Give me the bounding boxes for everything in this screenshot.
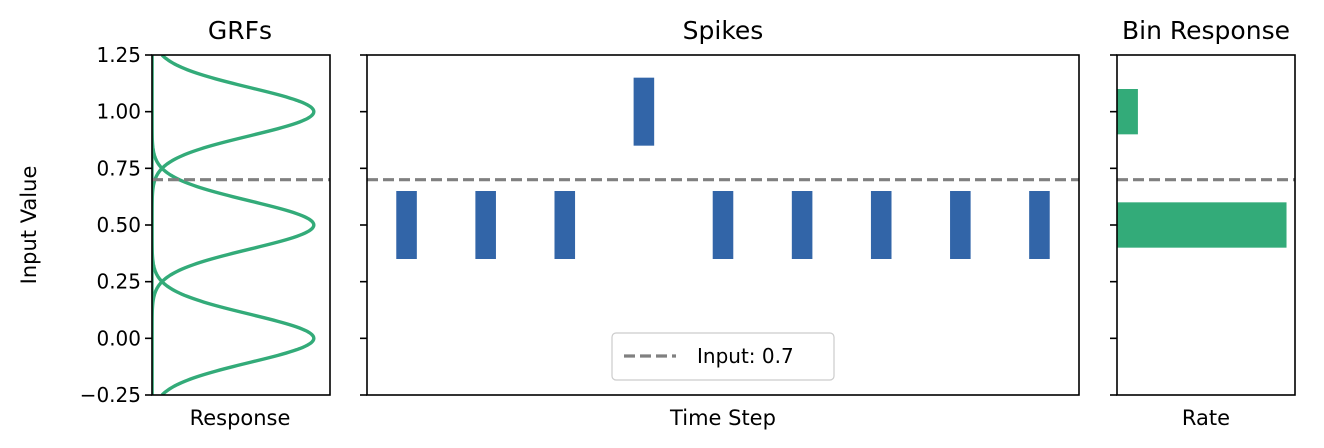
bin-response-bar: [1117, 89, 1138, 135]
spike-mark: [475, 191, 496, 259]
y-tick-label: 1.00: [96, 100, 141, 124]
spikes-legend: Input: 0.7: [611, 332, 835, 381]
spike-mark: [950, 191, 971, 259]
spike-mark: [554, 191, 576, 259]
grf-curve-1: [152, 55, 316, 395]
y-tick-label: 0.50: [96, 213, 141, 237]
y-tick-label: 1.25: [96, 43, 141, 67]
grf-curve-2: [152, 55, 316, 395]
bin-response-frame: [1116, 54, 1296, 396]
spike-mark: [1029, 191, 1050, 259]
grfs-x-axis-label: Response: [190, 406, 291, 430]
spikes-plot-area: [360, 54, 1079, 396]
grfs-plot-area: [152, 55, 330, 395]
legend-label: Input: 0.7: [697, 344, 794, 368]
y-tick-label: 0.25: [96, 270, 141, 294]
bin-response-bar: [1117, 202, 1287, 248]
spikes-frame: [366, 54, 1080, 396]
grfs-curves: [152, 55, 316, 395]
spikes-panel: Spikes Input: 0.7 Time Step: [360, 16, 1080, 430]
y-axis-label: Input Value: [17, 166, 41, 285]
spikes-x-axis-label: Time Step: [669, 406, 776, 430]
bin-response-panel: Bin Response Rate: [1110, 16, 1296, 430]
spike-mark: [870, 191, 892, 259]
spike-mark: [396, 191, 417, 259]
y-tick-label: −0.25: [80, 383, 141, 407]
y-tick-labels: −0.25 0.00 0.25 0.50 0.75 1.00 1.25: [80, 43, 152, 407]
bin-response-plot-area: [1110, 54, 1295, 396]
spike-mark: [791, 191, 813, 259]
grf-curve-0: [152, 55, 316, 395]
y-tick-label: 0.75: [96, 156, 141, 180]
bin-response-title: Bin Response: [1122, 16, 1290, 45]
spike-mark: [633, 77, 655, 146]
y-tick-label: 0.00: [96, 326, 141, 350]
legend-box: [611, 332, 835, 381]
grfs-panel: GRFs −0.25 0.00 0.25 0.50 0.75 1.00 1.25 Input…: [17, 16, 331, 430]
bin-response-x-axis-label: Rate: [1182, 406, 1230, 430]
grfs-frame: [151, 54, 331, 396]
spike-mark: [712, 191, 734, 259]
spikes-title: Spikes: [683, 16, 764, 45]
grfs-title: GRFs: [208, 16, 272, 45]
